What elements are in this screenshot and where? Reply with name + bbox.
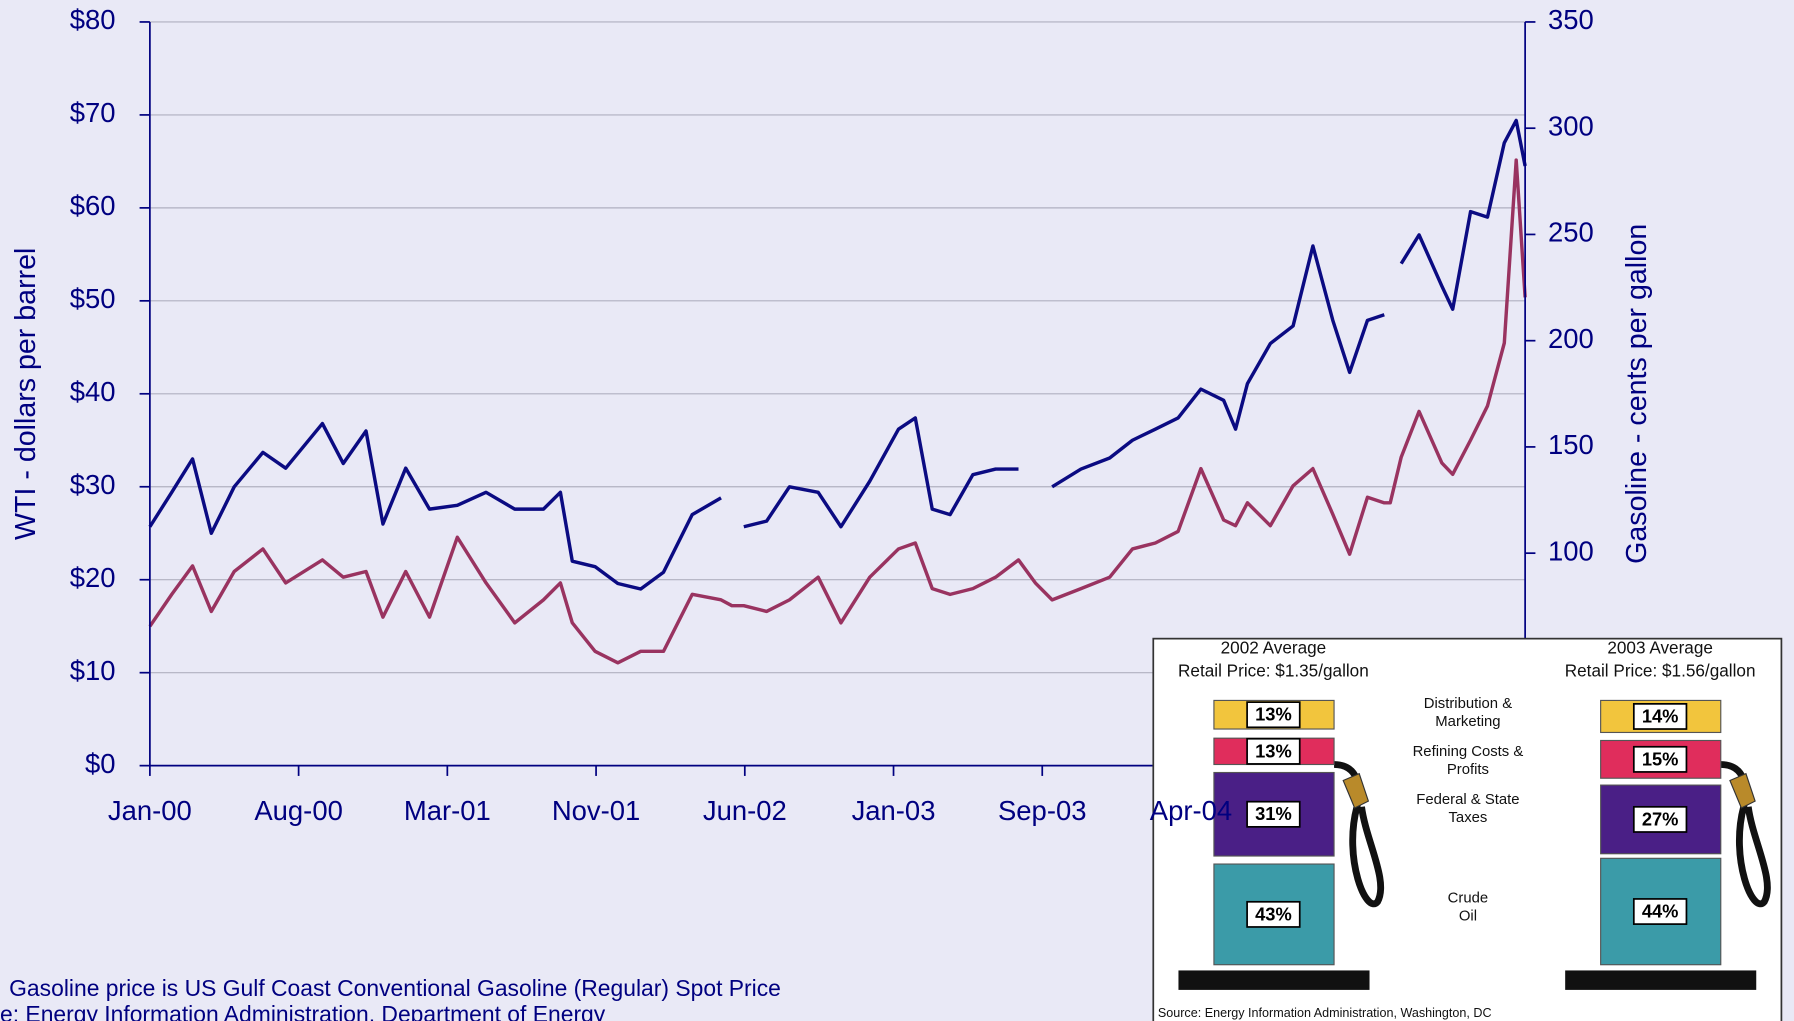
inset-source: Source: Energy Information Administratio… xyxy=(1158,1006,1492,1020)
note: Gasoline price is US Gulf Coast Conventi… xyxy=(9,975,781,1001)
inset-title: 2003 Average xyxy=(1607,637,1713,657)
x-tick-label: Aug-00 xyxy=(254,795,342,826)
y-axis-title: WTI - dollars per barrel xyxy=(10,248,42,540)
inset-price: Retail Price: $1.56/gallon xyxy=(1565,660,1756,680)
y2-tick-label: 250 xyxy=(1548,217,1594,248)
pump-base xyxy=(1178,970,1370,990)
x-tick-label: Mar-01 xyxy=(404,795,491,826)
pump-base xyxy=(1565,970,1757,990)
y2-axis-title: Gasoline - cents per gallon xyxy=(1621,224,1653,564)
inset-figure: 2002 Average Retail Price: $1.35/gallon 13… xyxy=(1152,637,1783,1021)
x-tick-label: Apr-04 xyxy=(1150,795,1232,826)
share-label: 31% xyxy=(1255,803,1292,824)
x-tick-label: Jan-03 xyxy=(852,795,936,826)
component-label: Profits xyxy=(1447,762,1489,778)
x-tick-label: Jan-00 xyxy=(108,795,192,826)
component-label: Federal & State xyxy=(1416,792,1519,808)
component-label: Oil xyxy=(1459,909,1477,925)
share-label: 13% xyxy=(1255,740,1292,761)
y-tick-label: $70 xyxy=(70,97,116,128)
y2-tick-label: 150 xyxy=(1548,429,1594,460)
data-line xyxy=(148,158,1527,665)
x-tick-label: Jun-02 xyxy=(703,795,787,826)
share-label: 43% xyxy=(1255,903,1292,924)
share-label: 44% xyxy=(1642,900,1679,921)
share-box xyxy=(1246,900,1301,928)
y-tick-label: $50 xyxy=(70,283,116,314)
share-box xyxy=(1632,745,1688,773)
y-tick-label: $30 xyxy=(70,469,116,500)
share-label: 15% xyxy=(1642,748,1679,769)
pump-nozzle xyxy=(1342,772,1370,809)
share-box xyxy=(1246,800,1301,828)
x-tick-label: Sep-03 xyxy=(998,795,1086,826)
y-tick-label: $10 xyxy=(70,655,116,686)
inset-price: Retail Price: $1.35/gallon xyxy=(1178,660,1369,680)
pump-segment xyxy=(1213,863,1335,966)
inset-title: 2002 Average xyxy=(1221,637,1327,657)
x-tick-label: Nov-01 xyxy=(552,795,640,826)
share-box xyxy=(1246,701,1301,729)
share-box xyxy=(1632,703,1688,730)
share-label: 14% xyxy=(1642,705,1679,726)
note: e: Energy Information Administration, De… xyxy=(0,1001,606,1021)
grid xyxy=(149,21,1526,674)
y2-tick-label: 350 xyxy=(1548,4,1594,35)
share-box xyxy=(1246,737,1301,765)
pump-nozzle xyxy=(1729,772,1756,809)
share-label: 27% xyxy=(1642,808,1679,829)
y-tick-label: $0 xyxy=(85,748,116,779)
component-label: Refining Costs & xyxy=(1413,744,1524,760)
data-line xyxy=(148,118,1527,591)
y-tick-label: $40 xyxy=(70,376,116,407)
y-tick-label: $20 xyxy=(70,562,116,593)
y-tick-label: $60 xyxy=(70,190,116,221)
component-label: Marketing xyxy=(1435,714,1500,730)
y2-tick-label: 300 xyxy=(1548,110,1594,141)
share-box xyxy=(1632,805,1688,833)
y-tick-label: $80 xyxy=(70,4,116,35)
share-label: 13% xyxy=(1255,704,1292,725)
y2-tick-label: 200 xyxy=(1548,323,1594,354)
share-box xyxy=(1632,898,1688,925)
component-label: Distribution & xyxy=(1424,696,1512,712)
y2-tick-label: 100 xyxy=(1548,535,1594,566)
plot xyxy=(148,118,1527,665)
component-label: Taxes xyxy=(1449,810,1488,826)
component-label: Crude xyxy=(1448,890,1488,906)
